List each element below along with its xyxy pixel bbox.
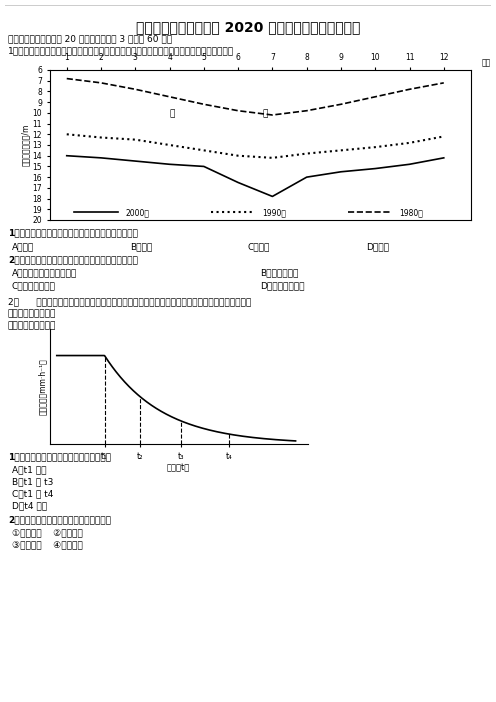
Text: C．秋季: C．秋季 [248, 242, 270, 251]
Text: B．降水量减少: B．降水量减少 [260, 268, 299, 277]
Text: 一、单选题（本题包括 20 个小题，每小题 3 分，共 60 分）: 一、单选题（本题包括 20 个小题，每小题 3 分，共 60 分） [8, 34, 172, 43]
Text: B．夏季: B．夏季 [130, 242, 152, 251]
Text: 2．下列属于图示地下水埋藏深度明显下降的原因的是: 2．下列属于图示地下水埋藏深度明显下降的原因的是 [8, 255, 138, 264]
Text: 2000年: 2000年 [125, 208, 149, 217]
Text: ①顺坡耕种    ②增加植被: ①顺坡耕种 ②增加植被 [12, 528, 83, 537]
Text: 1．实验中，地表没有出现积水的时间段是: 1．实验中，地表没有出现积水的时间段是 [8, 452, 111, 461]
Text: 陕西省西安市达标名校 2020 年高考一月地理模拟试卷: 陕西省西安市达标名校 2020 年高考一月地理模拟试卷 [136, 20, 360, 34]
Text: 据此完成下面小题。: 据此完成下面小题。 [8, 321, 57, 330]
Text: 2．      下图为运用降水模拟器研究的在保持降水强度不变的状况下，土壤入渗率实验数据统计图。: 2． 下图为运用降水模拟器研究的在保持降水强度不变的状况下，土壤入渗率实验数据统… [8, 297, 251, 306]
Text: ③秸秆覆盖    ④土壤压实: ③秸秆覆盖 ④土壤压实 [12, 540, 83, 549]
Text: 1990年: 1990年 [262, 208, 286, 217]
Text: 1．据图可知，该监测点附近地区用水量最大的季节是: 1．据图可知，该监测点附近地区用水量最大的季节是 [8, 228, 138, 237]
Text: 1．下图是华北平原地区某城市附近监测点的地下水埋藏深度变化曲线图，读图完成下列小题。: 1．下图是华北平原地区某城市附近监测点的地下水埋藏深度变化曲线图，读图完成下列小… [8, 46, 234, 55]
Text: A．城市化导致下垫面变化: A．城市化导致下垫面变化 [12, 268, 77, 277]
Text: C．地表径流减少: C．地表径流减少 [12, 281, 56, 290]
Y-axis label: 入渗率／（mm·h⁻¹）: 入渗率／（mm·h⁻¹） [38, 358, 47, 415]
Text: 1980年: 1980年 [399, 208, 423, 217]
Text: A．t1 之前: A．t1 之前 [12, 465, 47, 474]
Text: C．t1 至 t4: C．t1 至 t4 [12, 489, 54, 498]
Y-axis label: 地下水埋藏深度/m: 地下水埋藏深度/m [20, 124, 30, 166]
Text: 测试地区地势平坦。: 测试地区地势平坦。 [8, 309, 57, 318]
X-axis label: 时间（t）: 时间（t） [167, 463, 190, 472]
Text: B．t1 至 t3: B．t1 至 t3 [12, 477, 54, 486]
Text: D．t4 之后: D．t4 之后 [12, 501, 47, 510]
Text: D．冬季: D．冬季 [366, 242, 389, 251]
Text: 甲: 甲 [170, 109, 175, 118]
Text: A．春季: A．春季 [12, 242, 34, 251]
Text: 2．下列措施有利于黄土高原水土保持的是: 2．下列措施有利于黄土高原水土保持的是 [8, 515, 111, 524]
Text: D．农业用水增加: D．农业用水增加 [260, 281, 305, 290]
Text: 乙: 乙 [262, 109, 267, 118]
Text: 月份: 月份 [482, 59, 491, 68]
